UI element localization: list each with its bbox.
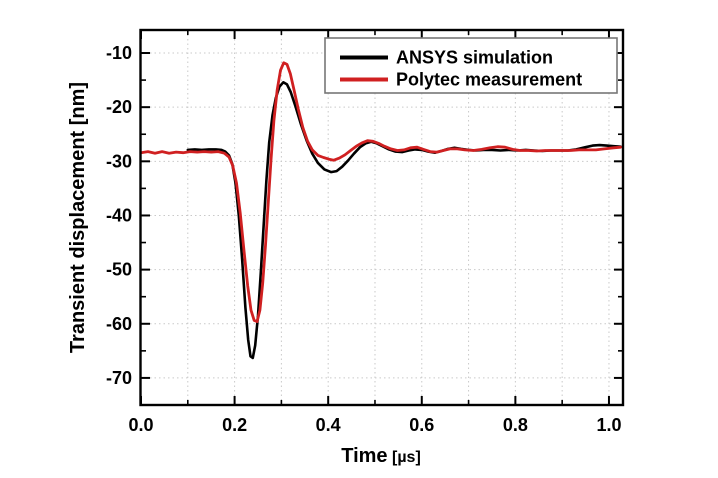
y-tick-label: -30 [106,151,132,171]
x-tick-label: 0.8 [503,415,528,435]
data-series [139,61,623,360]
x-tick-label: 0.2 [222,415,247,435]
y-tick-label: -70 [106,368,132,388]
plot-frame [139,28,625,407]
y-axis-title: Transient displacement [nm] [67,82,89,353]
series-polytec-measurement [139,61,623,324]
y-tick-label: -10 [106,43,132,63]
y-tick-label: -60 [106,314,132,334]
x-axis-title-unit: [µs] [388,449,421,466]
y-tick-label: -20 [106,97,132,117]
x-axis-title-text: Time [341,445,387,467]
x-tick-label: 0.4 [316,415,341,435]
x-tick-label: 0.6 [409,415,434,435]
legend-label-polytec: Polytec measurement [396,70,582,90]
axis-tick-labels: 0.0 0.2 0.4 0.6 0.8 1.0 -10 -20 -30 -40 -50 -60 -70 [106,43,621,435]
y-tick-label: -40 [106,205,132,225]
legend: ANSYS simulation Polytec measurement [324,37,618,94]
x-tick-label: 1.0 [596,415,621,435]
legend-label-ansys: ANSYS simulation [396,48,553,68]
x-axis-title: Time [µs] [341,445,421,467]
y-tick-label: -50 [106,260,132,280]
x-tick-label: 0.0 [128,415,153,435]
legend-box [324,37,618,94]
